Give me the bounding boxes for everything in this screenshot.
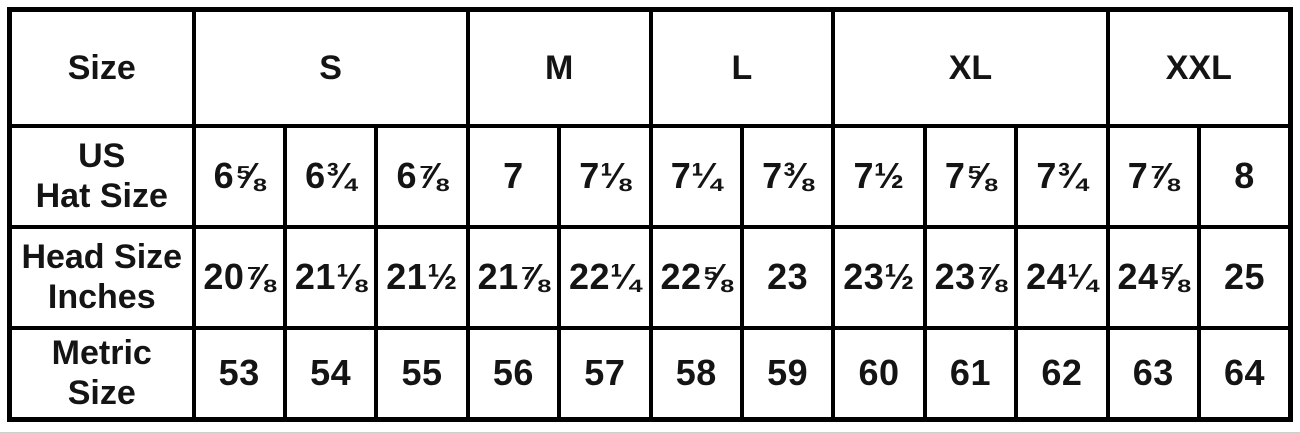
metric-size-value: 63 [1105,325,1201,422]
us-hat-size-value: 8 [1196,123,1293,229]
metric-size-value: 55 [374,325,470,422]
metric-size-value: 62 [1014,325,1110,422]
head-size-inches-value: 22⅝ [648,224,744,330]
head-size-inches-value: 24⅝ [1105,224,1201,330]
size-group-l: L [648,7,836,128]
head-size-inches-value: 20⅞ [191,224,287,330]
metric-size-value: 56 [465,325,562,422]
us-hat-size-label: US Hat Size [7,123,196,229]
size-group-xxl: XXL [1105,7,1293,128]
metric-size-value: 53 [191,325,287,422]
size-table-body: US Hat Size 6⅝ 6¾ 6⅞ 7 7⅛ 7¼ 7⅜ 7½ 7⅝ 7¾ 7⅞ 8 Head Si… [7,123,1293,422]
head-size-inches-label: Head Size Inches [7,224,196,330]
size-header-row: Size S M L XL XXL [7,7,1293,128]
metric-size-value: 64 [1196,325,1293,422]
us-hat-size-value: 7½ [831,123,927,229]
us-hat-size-value: 7⅝ [922,123,1019,229]
us-hat-size-row: US Hat Size 6⅝ 6¾ 6⅞ 7 7⅛ 7¼ 7⅜ 7½ 7⅝ 7¾ 7⅞ 8 [7,123,1293,229]
metric-size-value: 59 [739,325,836,422]
head-size-inches-value: 25 [1196,224,1293,330]
us-hat-size-value: 7¾ [1014,123,1110,229]
head-size-inches-value: 21⅞ [465,224,562,330]
head-size-inches-value: 22¼ [557,224,653,330]
us-hat-size-value: 7¼ [648,123,744,229]
metric-size-value: 54 [282,325,379,422]
head-size-inches-value: 23⅞ [922,224,1019,330]
metric-size-value: 58 [648,325,744,422]
size-group-xl: XL [831,7,1110,128]
hat-size-table: Size S M L XL XXL US Hat Size 6⅝ 6¾ 6⅞ 7 7⅛ 7¼ 7⅜ 7½… [7,7,1293,422]
head-size-inches-value: 21½ [374,224,470,330]
us-hat-size-value: 6⅝ [191,123,287,229]
metric-size-value: 60 [831,325,927,422]
us-hat-size-value: 7⅜ [739,123,836,229]
size-group-m: M [465,7,653,128]
metric-size-value: 57 [557,325,653,422]
size-corner-label: Size [7,7,196,128]
metric-size-row: Metric Size 53 54 55 56 57 58 59 60 61 62 63 64 [7,325,1293,422]
metric-size-label: Metric Size [7,325,196,422]
head-size-inches-row: Head Size Inches 20⅞ 21⅛ 21½ 21⅞ 22¼ 22⅝ 23 23½ 2… [7,224,1293,330]
head-size-inches-value: 21⅛ [282,224,379,330]
us-hat-size-value: 6¾ [282,123,379,229]
us-hat-size-value: 7 [465,123,562,229]
head-size-inches-value: 23 [739,224,836,330]
us-hat-size-value: 7⅞ [1105,123,1201,229]
head-size-inches-value: 23½ [831,224,927,330]
us-hat-size-value: 6⅞ [374,123,470,229]
size-group-s: S [191,7,470,128]
head-size-inches-value: 24¼ [1014,224,1110,330]
us-hat-size-value: 7⅛ [557,123,653,229]
metric-size-value: 61 [922,325,1019,422]
